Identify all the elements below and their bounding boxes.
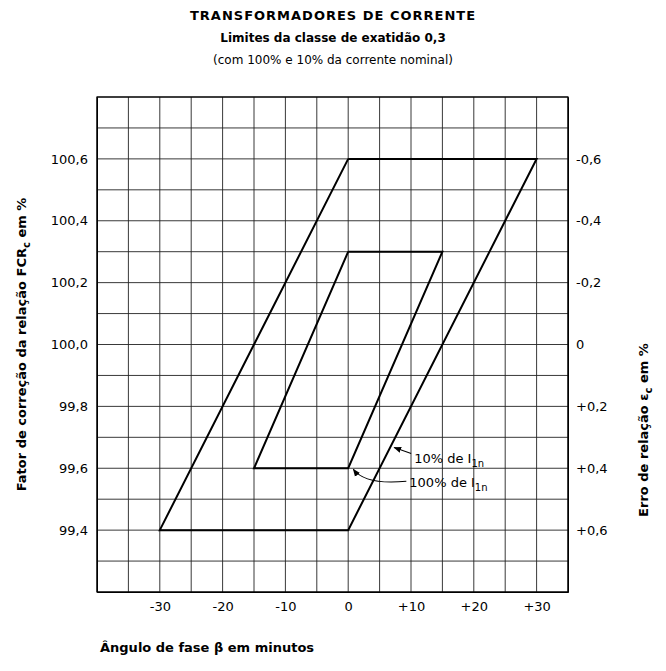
tick-label: 99,6: [59, 461, 88, 476]
y-axis-title: Fator de correção da relação FCRc em %: [14, 198, 32, 492]
tick: 99,6: [59, 461, 97, 476]
axis-line: [568, 98, 569, 593]
text-part: em %: [636, 343, 651, 387]
text-part: em %: [14, 198, 29, 242]
tick-label: 0: [345, 599, 353, 614]
grid: [97, 97, 568, 592]
y2-axis: +0,6 +0,4 +0,2 0 -0,2 -0,4 -0,6: [568, 98, 608, 593]
grid-line: [97, 406, 568, 407]
subscript: 1n: [471, 458, 484, 469]
annotation: 100% de I1n: [409, 475, 487, 493]
tick: -0,2: [568, 275, 601, 290]
tick-label: -0,4: [576, 213, 601, 228]
tick: +0,2: [568, 399, 608, 414]
grid-line: [97, 561, 568, 562]
subtitle: Limites da classe de exatidão 0,3: [220, 31, 445, 45]
text-part: 100% de I: [409, 475, 475, 490]
tick: -30: [150, 592, 171, 614]
grid-line: [97, 344, 568, 345]
x-axis: -30 -20 -10 0 +10 +20 +30: [98, 592, 569, 614]
grid-line: [97, 220, 568, 221]
tick: 100,6: [51, 152, 97, 167]
tick-label: 0: [576, 337, 584, 352]
subscript: 1n: [475, 482, 488, 493]
tick: 99,8: [59, 399, 97, 414]
tick-label: 100,4: [51, 213, 88, 228]
grid-line: [97, 127, 568, 128]
series-group: [160, 159, 537, 530]
tick: +10: [398, 592, 425, 614]
grid-line: [97, 499, 568, 500]
chart: -30 -20 -10 0 +10 +20 +30 99,4 99,6 99,8 100,0 100,…: [0, 0, 666, 671]
tick: -0,4: [568, 213, 601, 228]
tick-label: 99,4: [59, 523, 88, 538]
grid-line: [97, 375, 568, 376]
y-axis: 99,4 99,6 99,8 100,0 100,2 100,4 100,6: [51, 98, 98, 593]
tick: 0: [345, 592, 353, 614]
tick-label: 100,0: [51, 337, 88, 352]
tick-label: +0,2: [576, 399, 608, 414]
tick-label: -30: [150, 599, 171, 614]
annotation-arrow: [394, 448, 411, 454]
tick: +0,4: [568, 461, 608, 476]
tick: 100,0: [51, 337, 97, 352]
tick: -0,6: [568, 152, 601, 167]
text-part: Erro de relação ε: [636, 393, 651, 516]
tick-label: 99,8: [59, 399, 88, 414]
tick-label: +20: [461, 599, 488, 614]
tick: 100,4: [51, 213, 97, 228]
tick: -20: [212, 592, 233, 614]
text-part: 10% de I: [414, 451, 471, 466]
tick-label: -0,6: [576, 152, 601, 167]
tick-label: +30: [523, 599, 550, 614]
tick: 99,4: [59, 523, 97, 538]
grid-line: [97, 282, 568, 283]
tick-label: 100,2: [51, 275, 88, 290]
tick: +0,6: [568, 523, 608, 538]
y2-axis-title: Erro de relação εc em %: [636, 343, 654, 517]
limit-polygon: [160, 159, 537, 530]
tick: +30: [523, 592, 550, 614]
annotations: 10% de I1n100% de I1n: [353, 448, 487, 494]
annotation: 10% de I1n: [414, 451, 484, 469]
plot-frame: [97, 97, 568, 592]
tick-label: -20: [212, 599, 233, 614]
title: TRANSFORMADORES DE CORRENTE: [190, 8, 476, 23]
annotation-arrow: [353, 469, 406, 482]
axis-line: [97, 98, 98, 593]
x-axis-title: Ângulo de fase β em minutos: [100, 640, 314, 655]
tick: 100,2: [51, 275, 97, 290]
tick-label: -10: [275, 599, 296, 614]
tick-label: +0,6: [576, 523, 608, 538]
grid-line: [97, 313, 568, 314]
tick: -10: [275, 592, 296, 614]
tick-label: -0,2: [576, 275, 601, 290]
limit-polygon: [254, 252, 442, 469]
subtitle: (com 100% e 10% da corrente nominal): [213, 53, 453, 67]
tick-label: +10: [398, 599, 425, 614]
tick: +20: [461, 592, 488, 614]
grid-line: [97, 251, 568, 252]
axis-line: [98, 592, 569, 593]
grid-line: [97, 437, 568, 438]
background: [0, 0, 666, 671]
tick-label: 100,6: [51, 152, 88, 167]
tick: 0: [568, 337, 584, 352]
tick-label: +0,4: [576, 461, 608, 476]
text-part: Fator de correção da relação FCR: [14, 248, 29, 491]
